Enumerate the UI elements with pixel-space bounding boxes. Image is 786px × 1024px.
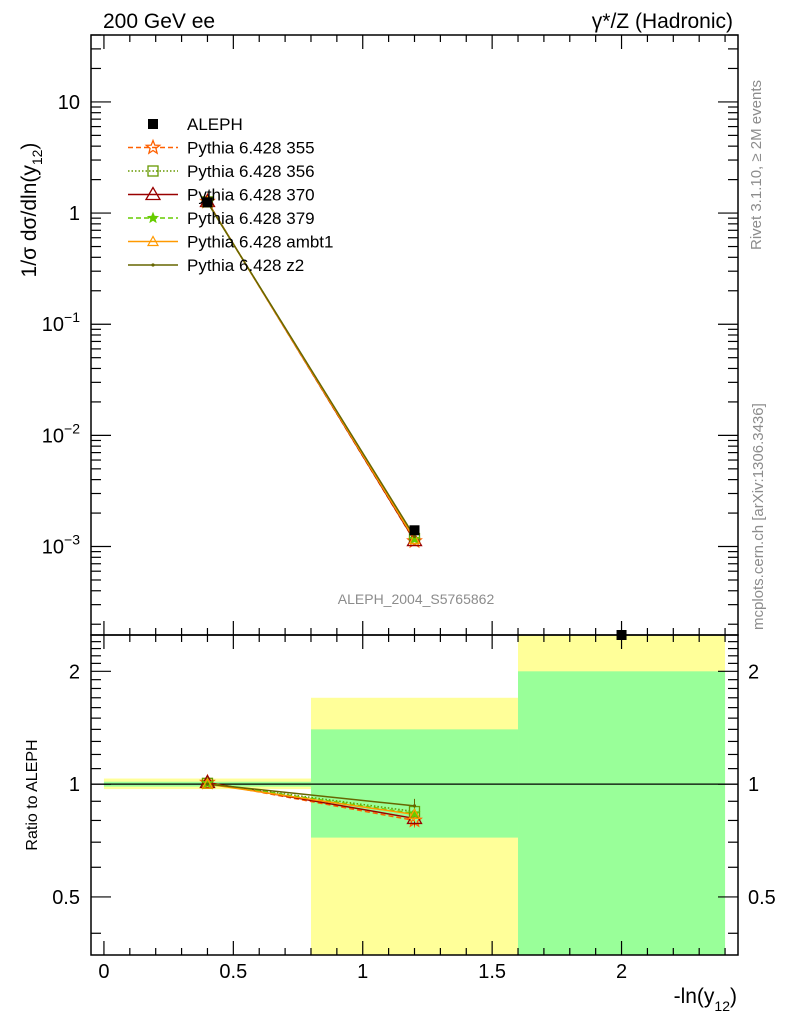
legend-marker-p370 <box>144 186 162 201</box>
series-line-z2 <box>206 201 416 537</box>
ratio-y-tick-label-right: 1 <box>748 774 759 796</box>
ratio-point-p379 <box>408 807 421 819</box>
ratio-series-group <box>199 773 423 828</box>
analysis-watermark: ALEPH_2004_S5765862 <box>338 591 495 607</box>
ratio-point-p370 <box>406 810 423 825</box>
legend-label-ambt1: Pythia 6.428 ambt1 <box>187 233 333 252</box>
ratio-line-ambt1 <box>207 783 415 816</box>
x-tick-label: 1 <box>357 961 368 983</box>
main-y-tick-label: 10−2 <box>42 420 80 447</box>
legend-entry-aleph: ALEPH <box>148 115 243 134</box>
ratio-point-z2 <box>412 804 417 808</box>
legend-entry-p370: Pythia 6.428 370 <box>128 186 315 205</box>
main-y-tick-label: 10 <box>58 92 80 114</box>
series-point-ambt1 <box>408 533 421 544</box>
legend-entry-ambt1: Pythia 6.428 ambt1 <box>128 233 333 252</box>
main-y-tick-label: 10−1 <box>42 309 80 336</box>
header-left: 200 GeV ee <box>103 10 215 33</box>
main-y-tick-label: 1 <box>69 203 80 225</box>
ratio-y-tick-label-left: 0.5 <box>52 887 80 909</box>
x-tick-label: 0.5 <box>219 961 247 983</box>
x-tick-labels: 0 0.5 1 1.5 2 <box>98 961 627 983</box>
ratio-line-z2 <box>207 783 415 807</box>
mcplots-reference-label: mcplots.cern.ch [arXiv:1306.3436] <box>750 403 767 630</box>
x-tick-label: 0 <box>98 961 109 983</box>
legend-label-z2: Pythia 6.428 z2 <box>187 256 304 275</box>
x-tick-label: 2 <box>616 961 627 983</box>
legend-marker-aleph <box>148 119 158 129</box>
legend-label-p379: Pythia 6.428 379 <box>187 209 315 228</box>
legend-label-p356: Pythia 6.428 356 <box>187 162 315 181</box>
legend-label-aleph: ALEPH <box>187 115 243 134</box>
legend: ALEPH Pythia 6.428 355 Pythia 6.428 356 Pyt… <box>128 115 333 275</box>
main-y-tick-labels: 10 1 10−1 10−2 10−3 <box>42 92 80 559</box>
data-point-aleph <box>202 197 213 208</box>
legend-entry-p355: Pythia 6.428 355 <box>128 139 315 158</box>
ratio-y-tick-labels: 0.5 0.5 1 1 2 2 <box>52 661 776 909</box>
main-y-axis-label: 1/σ dσ/dln(y12) <box>18 143 45 278</box>
x-tick-label: 1.5 <box>478 961 506 983</box>
legend-label-p355: Pythia 6.428 355 <box>187 139 315 158</box>
ratio-y-tick-label-right: 0.5 <box>748 887 776 909</box>
legend-marker-z2 <box>151 263 155 267</box>
ratio-y-tick-label-left: 2 <box>69 661 80 683</box>
legend-entry-p379: Pythia 6.428 379 <box>128 209 315 228</box>
ratio-y-axis-label: Ratio to ALEPH <box>24 739 41 850</box>
ratio-point-ambt1 <box>201 777 214 789</box>
x-axis-label: -ln(y12) <box>674 985 737 1014</box>
legend-entry-z2: Pythia 6.428 z2 <box>128 256 304 275</box>
ratio-point-z2 <box>205 782 210 786</box>
legend-label-p370: Pythia 6.428 370 <box>187 186 315 205</box>
header-right: γ*/Z (Hadronic) <box>592 10 733 33</box>
ratio-uncertainty-bands <box>103 635 726 955</box>
legend-marker-p355 <box>144 138 162 155</box>
ratio-y-tick-label-right: 2 <box>748 661 759 683</box>
series-point-p379 <box>408 532 421 545</box>
band-inner-2 <box>518 671 726 955</box>
ratio-y-tick-label-left: 1 <box>69 774 80 796</box>
legend-entry-p356: Pythia 6.428 356 <box>128 162 315 181</box>
legend-marker-p379 <box>146 211 160 224</box>
series-point-z2 <box>412 534 417 539</box>
legend-marker-p356 <box>147 165 159 177</box>
legend-marker-ambt1 <box>146 235 160 247</box>
ratio-point-ambt1 <box>408 808 421 820</box>
main-y-tick-label: 10−3 <box>42 532 80 559</box>
data-point-aleph <box>409 525 420 536</box>
rivet-version-label: Rivet 3.1.10, ≥ 2M events <box>748 80 765 250</box>
main-series-group <box>199 192 423 549</box>
axis-ticks <box>91 34 738 955</box>
